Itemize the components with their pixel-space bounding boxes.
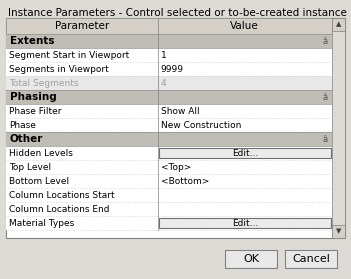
Text: Value: Value — [230, 21, 259, 31]
Bar — [6, 118, 332, 132]
Text: <Top>: <Top> — [161, 162, 191, 172]
Text: â: â — [323, 93, 327, 102]
Text: Parameter: Parameter — [55, 21, 109, 31]
Text: â: â — [323, 37, 327, 45]
Bar — [285, 250, 337, 268]
Text: ▲: ▲ — [336, 21, 341, 28]
Text: OK: OK — [243, 254, 259, 264]
Bar — [6, 104, 332, 118]
Bar — [6, 18, 332, 34]
Text: Column Locations End: Column Locations End — [9, 205, 110, 213]
Bar — [6, 132, 332, 146]
Text: Cancel: Cancel — [292, 254, 330, 264]
Text: Edit...: Edit... — [232, 218, 258, 227]
Bar — [6, 48, 332, 62]
Bar — [6, 90, 332, 104]
Text: Segment Start in Viewport: Segment Start in Viewport — [9, 50, 129, 59]
Text: Segments in Viewport: Segments in Viewport — [9, 64, 109, 73]
Text: Phase Filter: Phase Filter — [9, 107, 61, 116]
Bar — [159, 148, 331, 158]
Text: Edit...: Edit... — [232, 148, 258, 158]
Bar — [6, 18, 345, 238]
Text: Bottom Level: Bottom Level — [9, 177, 69, 186]
Text: Other: Other — [10, 134, 44, 144]
Text: Material Types: Material Types — [9, 218, 74, 227]
Bar — [225, 250, 277, 268]
Bar — [6, 160, 332, 174]
Bar — [6, 202, 332, 216]
Text: Instance Parameters - Control selected or to-be-created instance: Instance Parameters - Control selected o… — [8, 8, 347, 18]
Text: Total Segments: Total Segments — [9, 78, 79, 88]
Bar — [332, 18, 345, 31]
Text: Extents: Extents — [10, 36, 54, 46]
Bar — [6, 174, 332, 188]
Text: Phase: Phase — [9, 121, 36, 129]
Bar — [6, 146, 332, 160]
Bar — [332, 18, 345, 238]
Text: 1: 1 — [161, 50, 166, 59]
Text: ▼: ▼ — [336, 229, 341, 235]
Bar — [6, 34, 332, 48]
Text: Column Locations Start: Column Locations Start — [9, 191, 115, 199]
Bar — [6, 216, 332, 230]
Bar — [6, 188, 332, 202]
Text: 4: 4 — [161, 78, 166, 88]
Bar — [159, 218, 331, 228]
Text: Show All: Show All — [161, 107, 199, 116]
Text: Top Level: Top Level — [9, 162, 51, 172]
Text: 9999: 9999 — [161, 64, 184, 73]
Bar — [332, 225, 345, 238]
Text: <Bottom>: <Bottom> — [161, 177, 209, 186]
Text: Phasing: Phasing — [10, 92, 57, 102]
Bar — [6, 62, 332, 76]
Text: Hidden Levels: Hidden Levels — [9, 148, 73, 158]
Bar — [6, 18, 332, 34]
Bar — [6, 76, 332, 90]
Text: New Construction: New Construction — [161, 121, 241, 129]
Text: â: â — [323, 134, 327, 143]
